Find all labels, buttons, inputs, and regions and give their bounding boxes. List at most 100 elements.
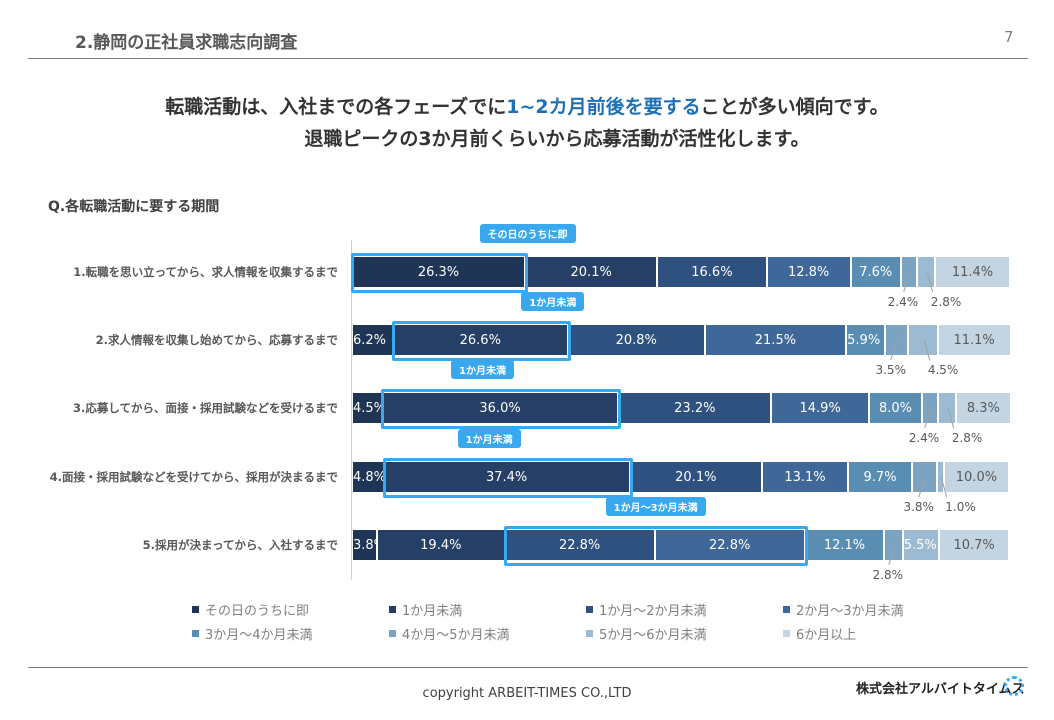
bar-segment: 22.8%	[505, 530, 656, 560]
bar-segment: 10.0%	[944, 462, 1011, 492]
bar-segment: 21.5%	[705, 325, 848, 355]
data-label: 5.5%	[903, 537, 937, 553]
bar-segment: 20.1%	[630, 462, 763, 492]
legend-swatch	[586, 630, 593, 637]
data-label: 9.7%	[863, 469, 897, 485]
data-label: 22.8%	[709, 537, 751, 553]
bar-segment: 10.7%	[939, 530, 1011, 560]
data-label: 3.8%	[903, 500, 934, 514]
data-label: 8.0%	[878, 400, 913, 416]
bar-segment: 19.4%	[378, 530, 506, 560]
data-label: 10.0%	[955, 469, 998, 485]
question-label: Q.各転職活動に要する期間	[48, 199, 220, 215]
highlight-callout: その日のうちに即	[479, 224, 576, 243]
highlight-box	[380, 389, 622, 429]
data-label: 7.6%	[859, 264, 893, 280]
legend-swatch	[389, 606, 396, 613]
bar-segment	[937, 462, 945, 492]
bar-segment: 11.1%	[938, 325, 1012, 355]
legend-label: 6か月以上	[796, 628, 857, 643]
copyright: copyright ARBEIT-TIMES CO.,LTD	[422, 686, 632, 701]
data-label: 6.2%	[353, 332, 387, 348]
legend-label: 5か月～6か月未満	[599, 628, 707, 643]
bar-segment: 8.0%	[870, 393, 923, 423]
bar-segment: 13.1%	[762, 462, 850, 492]
highlight-callout: 1か月未満	[451, 360, 515, 379]
bar-segment	[901, 257, 918, 287]
bar-segment: 5.9%	[847, 325, 886, 355]
bar-segment: 7.6%	[851, 257, 902, 287]
row-label: 3.応募してから、面接・採用試験などを受けるまで	[72, 401, 338, 415]
bar-segment: 12.8%	[767, 257, 852, 287]
bar-segment: 20.8%	[568, 325, 706, 355]
legend-label: 4か月～5か月未満	[402, 628, 510, 643]
data-label: 2.8%	[951, 431, 983, 445]
data-label: 2.4%	[887, 295, 919, 309]
highlight-callout: 1か月未満	[457, 429, 521, 448]
data-label: 10.7%	[953, 537, 995, 553]
bar-segment	[885, 530, 904, 560]
legend-label: 1か月～2か月未満	[599, 604, 707, 619]
section-title: 2.静岡の正社員求職志向調査	[75, 33, 298, 53]
data-label: 3.8%	[353, 537, 387, 553]
legend-swatch	[783, 630, 790, 637]
bar-segment	[909, 325, 939, 355]
data-label: 3.5%	[875, 363, 906, 377]
bar-segment: 6.2%	[353, 325, 394, 355]
bar-segment: 20.1%	[526, 257, 659, 287]
bar-segment: 3.8%	[353, 530, 386, 560]
legend-swatch	[783, 606, 790, 613]
data-label: 11.4%	[951, 264, 994, 280]
bar-segment: 26.6%	[393, 325, 569, 355]
data-label: 12.8%	[787, 264, 830, 280]
data-label: 36.0%	[479, 400, 521, 416]
company-logo: 株式会社アルバイトタイムス	[856, 682, 1025, 697]
row-label: 4.面接・採用試験などを受けてから、採用が決まるまで	[49, 470, 338, 484]
highlight-callout: 1か月～3か月未満	[605, 497, 706, 516]
highlight-box	[391, 321, 571, 361]
legend-item: 1か月～2か月未満	[586, 600, 707, 619]
legend-swatch	[192, 630, 199, 637]
data-label: 8.3%	[966, 400, 1000, 416]
row-label: 5.採用が決まってから、入社するまで	[142, 538, 338, 552]
category-axis	[351, 240, 352, 580]
data-label: 4.5%	[927, 363, 959, 377]
bar-segment: 14.9%	[772, 393, 871, 423]
legend-swatch	[192, 606, 199, 613]
data-label: 14.9%	[799, 400, 841, 416]
headline-line1: 転職活動は、入社までの各フェーズでに1~2カ月前後を要することが多い傾向です。	[0, 92, 1054, 119]
bar-segment: 37.4%	[384, 462, 631, 492]
legend-item: 4か月～5か月未満	[389, 624, 510, 643]
data-label: 26.3%	[417, 264, 460, 280]
data-label: 26.6%	[459, 332, 501, 348]
data-label: 20.1%	[675, 469, 717, 485]
headline-text: 転職活動は、入社までの各フェーズでに	[165, 96, 507, 118]
highlight-box	[382, 458, 633, 498]
headline-text: ことが多い傾向です。	[700, 96, 889, 118]
bar-segment: 5.5%	[903, 530, 940, 560]
row-label: 2.求人情報を収集し始めてから、応募するまで	[95, 333, 338, 347]
data-label: 20.8%	[615, 332, 657, 348]
headline-line2: 退職ピークの3か月前くらいから応募活動が活性化します。	[304, 128, 810, 150]
legend-label: 1か月未満	[402, 604, 463, 619]
bar-segment: 12.1%	[805, 530, 886, 560]
data-label: 4.5%	[353, 400, 387, 416]
bar-segment	[922, 393, 939, 423]
bar-segment	[912, 462, 938, 492]
highlight-box	[503, 526, 808, 566]
data-label: 4.8%	[353, 469, 387, 485]
legend-item: 5か月～6か月未満	[586, 624, 707, 643]
header-divider	[28, 58, 1028, 59]
data-label: 20.1%	[570, 264, 612, 280]
bar-segment: 11.4%	[935, 257, 1011, 287]
data-label: 21.5%	[754, 332, 797, 348]
bar-segment: 23.2%	[619, 393, 773, 423]
data-label: 12.1%	[823, 537, 866, 553]
data-label: 19.4%	[420, 537, 462, 553]
data-label: 2.8%	[872, 568, 904, 582]
highlight-callout: 1か月未満	[521, 292, 585, 311]
legend-item: その日のうちに即	[192, 600, 309, 619]
bar-segment	[885, 325, 909, 355]
bar-segment: 36.0%	[382, 393, 620, 423]
row-label: 1.転職を思い立ってから、求人情報を収集するまで	[73, 265, 338, 279]
